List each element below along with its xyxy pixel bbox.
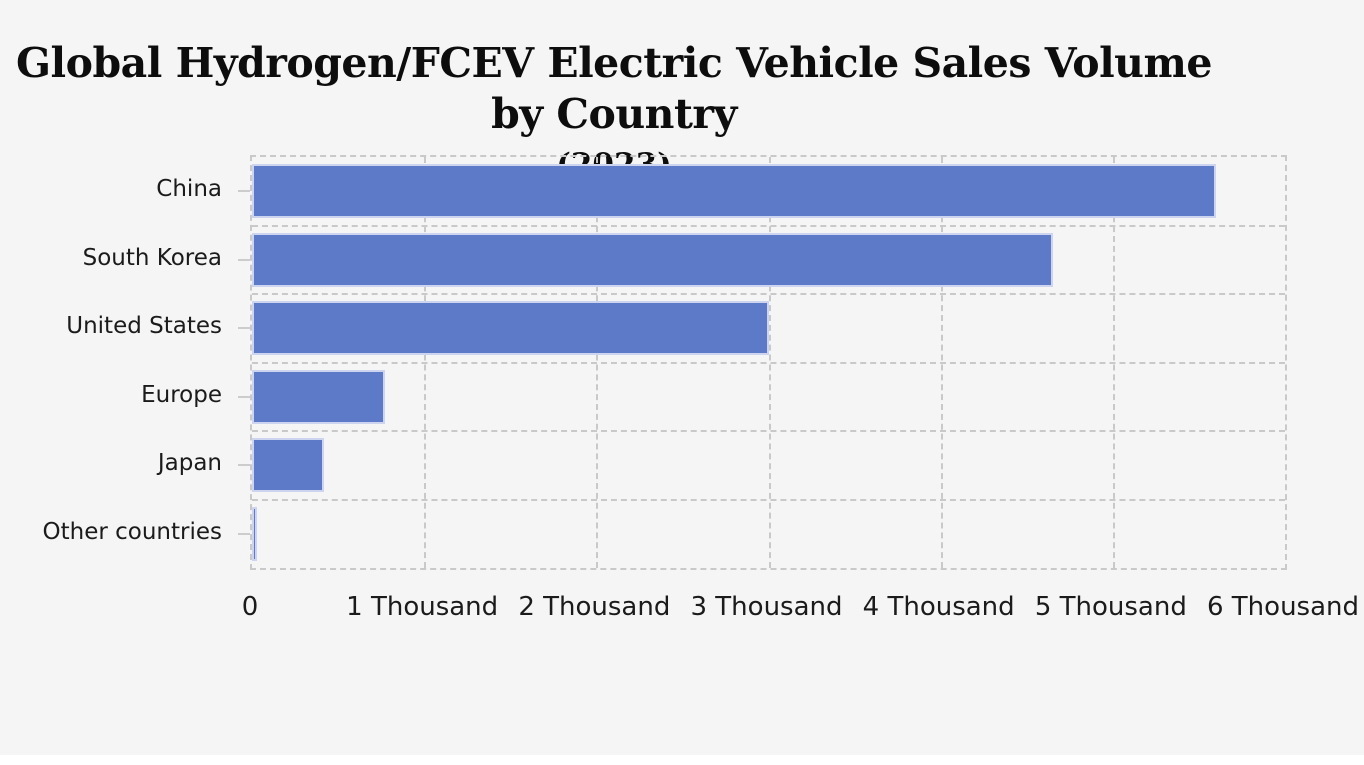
bar-japan (252, 438, 325, 492)
chart-title: Global Hydrogen/FCEV Electric Vehicle Sa… (0, 38, 1228, 184)
y-axis-labels: China South Korea United States Europe Japan… (0, 155, 223, 566)
category-label-japan: Japan (157, 450, 222, 477)
bar-europe (252, 369, 385, 424)
bar-south-korea (252, 232, 1053, 287)
gridline-row-3 (252, 361, 1285, 364)
y-tick-japan (238, 464, 250, 467)
gridline-row-1 (252, 224, 1285, 227)
category-label-south-korea: South Korea (82, 244, 222, 271)
category-label-other-countries: Other countries (42, 518, 223, 545)
category-label-china: China (156, 176, 222, 203)
x-axis-labels: 0 1 Thousand 2 Thousand 3 Thousand 4 Thousan… (242, 592, 1359, 628)
plot-area (238, 155, 1287, 570)
x-tick-label-2-thousand: 2 Thousand (518, 592, 671, 622)
y-tick-china (238, 190, 250, 193)
gridline-row-2 (252, 293, 1285, 295)
bar-other-countries (252, 506, 258, 561)
gridline-row-5 (252, 498, 1285, 501)
x-tick-label-0: 0 (241, 592, 259, 622)
chart-title-line1: Global Hydrogen/FCEV Electric Vehicle Sa… (16, 39, 1212, 139)
y-tick-united-states (238, 327, 250, 330)
y-tick-south-korea (238, 258, 250, 261)
gridline-row-4 (252, 430, 1285, 432)
category-label-europe: Europe (141, 381, 222, 408)
y-tick-other-countries (238, 532, 250, 535)
y-tick-europe (238, 395, 250, 398)
bar-china (252, 164, 1217, 218)
bar-united-states (252, 301, 769, 355)
x-tick-label-4-thousand: 4 Thousand (862, 592, 1015, 622)
x-tick-label-5-thousand: 5 Thousand (1034, 592, 1187, 622)
x-tick-label-1-thousand: 1 Thousand (346, 592, 499, 622)
category-label-united-states: United States (66, 313, 222, 340)
x-tick-label-3-thousand: 3 Thousand (690, 592, 843, 622)
bottom-strip (0, 755, 1364, 765)
x-tick-label-6-thousand: 6 Thousand (1206, 592, 1360, 622)
